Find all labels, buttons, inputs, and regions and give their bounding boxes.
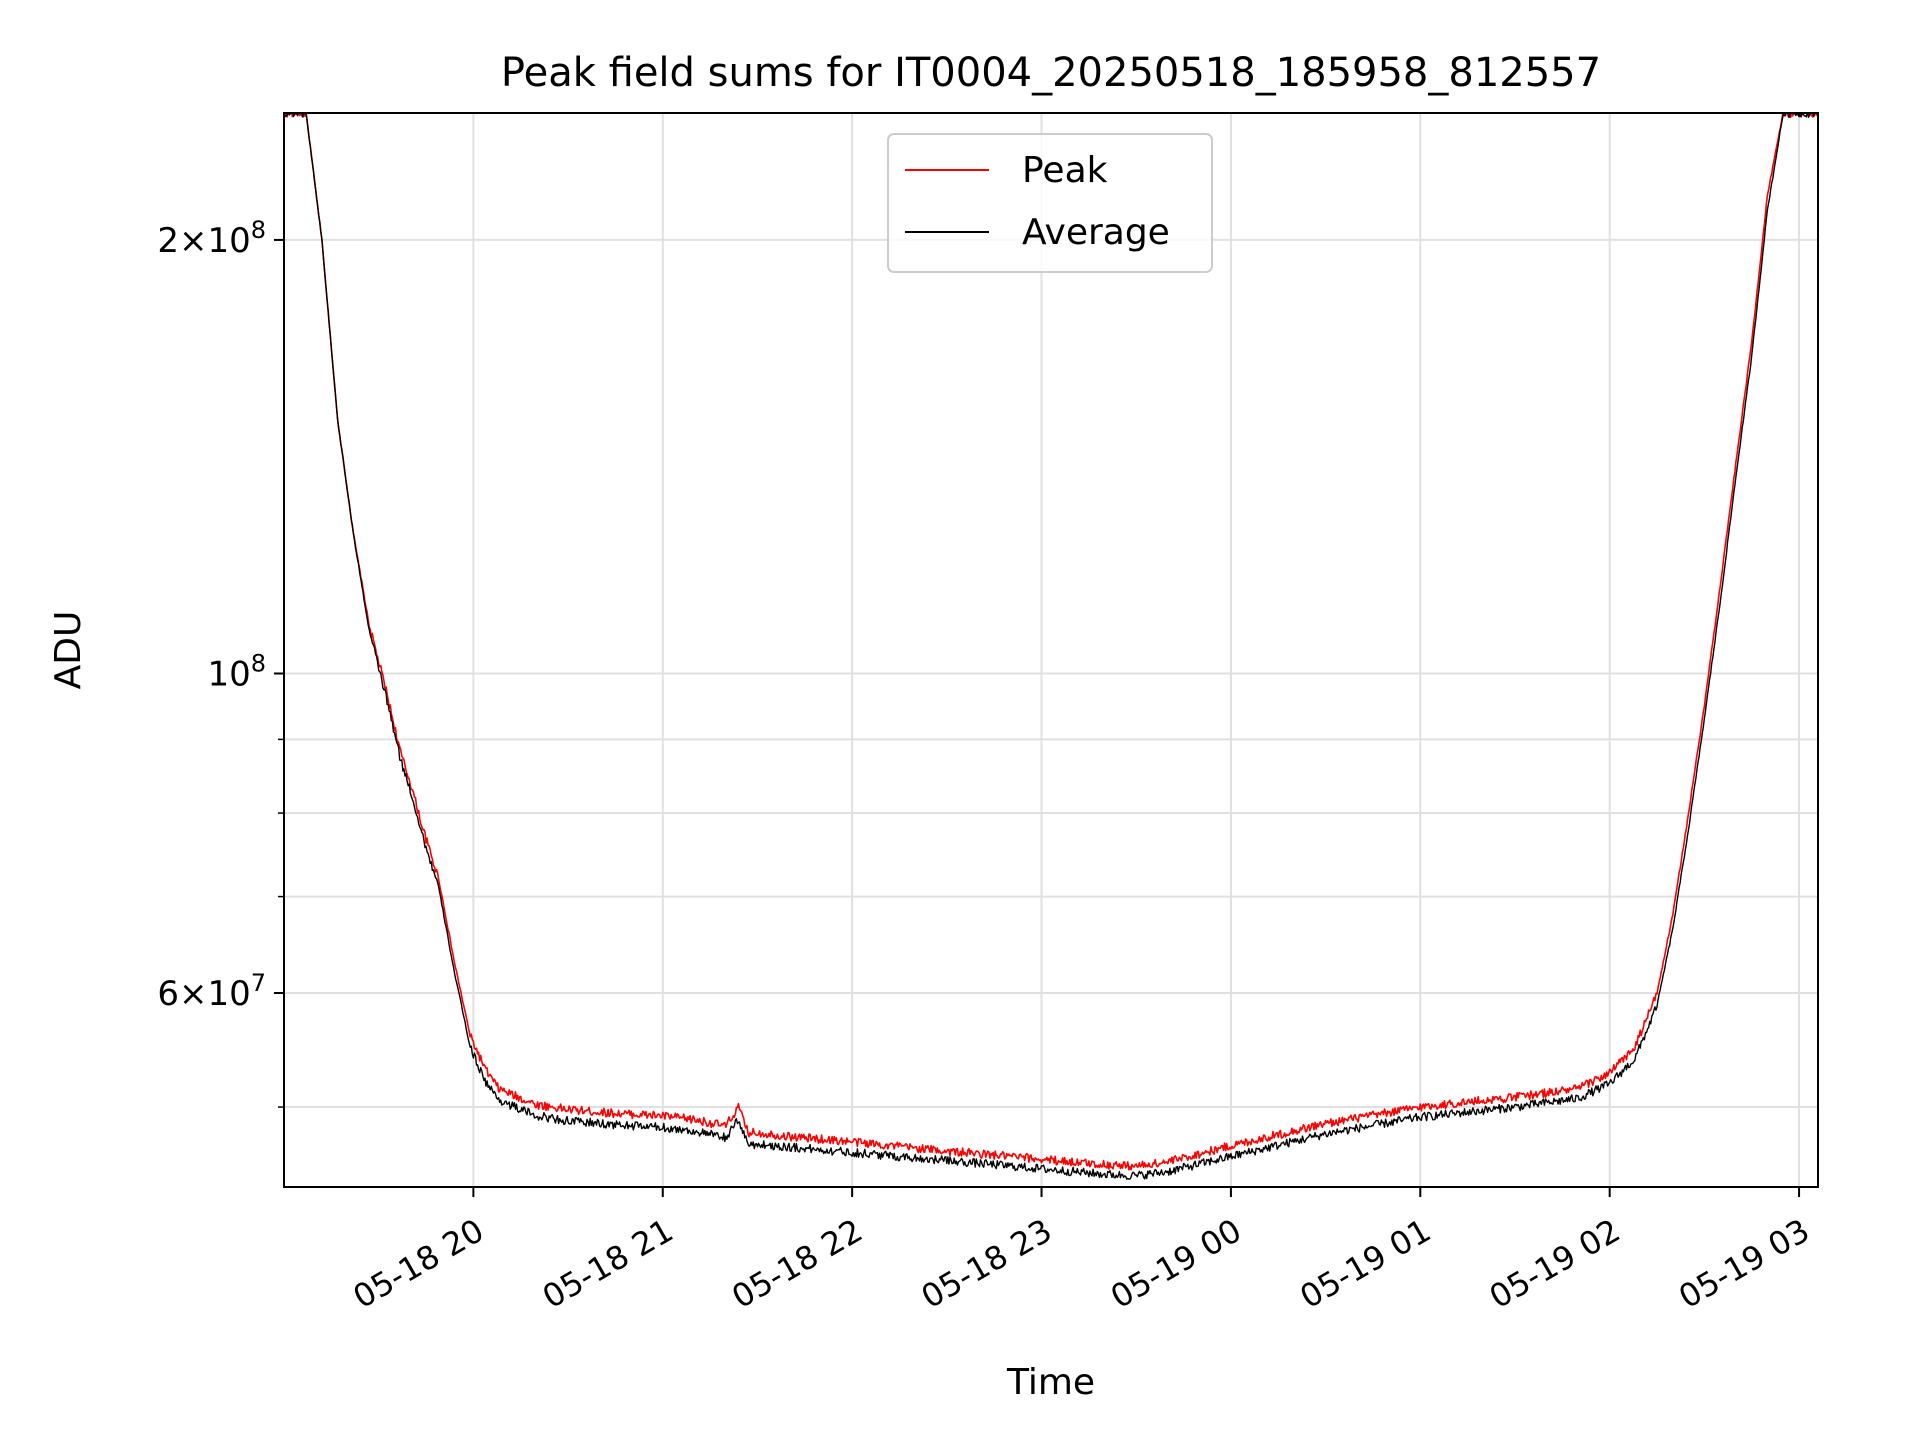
series-line-average <box>284 113 1818 1180</box>
y-tick-label: 6×107 <box>157 969 266 1014</box>
legend-average-label: Average <box>1022 212 1170 253</box>
legend: Peak Average <box>887 133 1213 273</box>
plot-frame <box>283 112 1819 1188</box>
y-tick-label: 108 <box>207 649 266 694</box>
legend-peak-label: Peak <box>1022 150 1108 191</box>
x-axis-label: Time <box>1006 1362 1095 1403</box>
legend-box <box>887 133 1213 273</box>
chart-title: Peak field sums for IT0004_20250518_1859… <box>501 50 1601 96</box>
series-line-peak <box>284 113 1818 1171</box>
y-tick-label: 2×108 <box>157 216 266 261</box>
series-layer <box>284 113 1818 1180</box>
y-axis-label: ADU <box>48 611 89 690</box>
